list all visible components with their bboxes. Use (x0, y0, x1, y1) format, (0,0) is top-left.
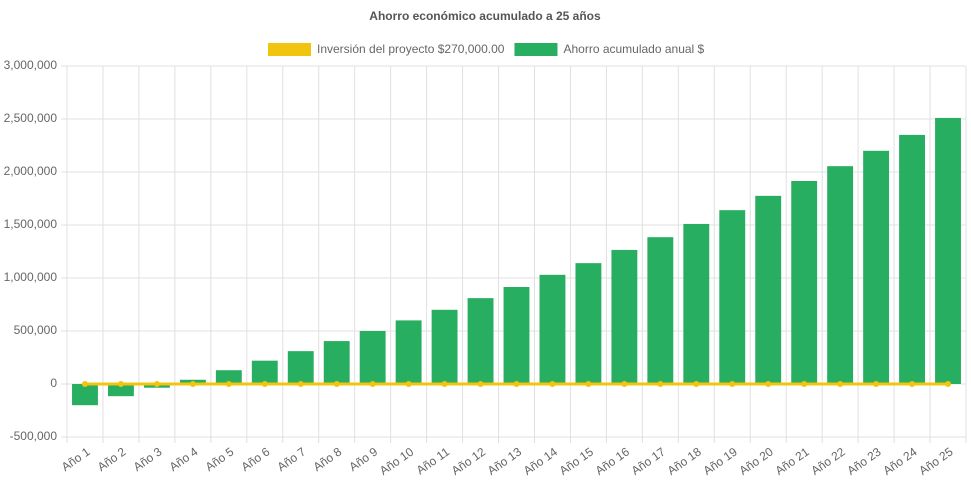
x-tick-label: Año 2 (95, 444, 129, 474)
bar (863, 150, 890, 384)
bar (575, 263, 602, 384)
x-tick-label: Año 23 (844, 444, 883, 477)
bar (287, 351, 314, 384)
line-point (657, 381, 664, 387)
bar (935, 117, 961, 384)
x-tick-label: Año 1 (59, 444, 93, 474)
x-tick-label: Año 17 (629, 444, 668, 477)
bar (107, 384, 134, 397)
x-tick-label: Año 10 (377, 444, 416, 477)
bar (359, 331, 386, 384)
line-point (873, 381, 880, 387)
x-tick-label: Año 16 (593, 444, 632, 477)
y-tick-label: 0 (50, 376, 57, 390)
y-tick-label: 500,000 (14, 323, 58, 337)
x-tick-label: Año 11 (414, 444, 453, 477)
bar (467, 298, 494, 384)
line-point (513, 381, 520, 387)
line-point (909, 381, 916, 387)
chart-title: Ahorro económico acumulado a 25 años (369, 9, 601, 23)
y-tick-label: 1,000,000 (4, 270, 58, 284)
x-tick-label: Año 22 (808, 444, 847, 477)
line-point (261, 381, 268, 387)
bar (72, 384, 98, 406)
y-tick-label: 1,500,000 (4, 217, 58, 231)
bar (899, 134, 926, 384)
line-point (153, 381, 160, 387)
line-point (837, 381, 844, 387)
bar (323, 341, 350, 384)
line-point (621, 381, 628, 387)
x-tick-label: Año 15 (557, 444, 596, 477)
bar (431, 309, 458, 384)
y-tick-label: 3,000,000 (4, 58, 58, 72)
legend-swatch (268, 43, 311, 56)
line-point (297, 381, 304, 387)
bar (827, 166, 854, 384)
line-point (369, 381, 376, 387)
legend-label: Ahorro acumulado anual $ (563, 42, 704, 56)
x-tick-label: Año 6 (239, 444, 273, 474)
bar (395, 320, 422, 384)
line-point (765, 381, 772, 387)
y-tick-label: 2,500,000 (4, 111, 58, 125)
bar (683, 223, 710, 384)
x-tick-label: Año 20 (737, 444, 776, 477)
line-point (693, 381, 700, 387)
bar (719, 210, 746, 384)
line-point (585, 381, 592, 387)
line-point (117, 381, 124, 387)
bar (791, 181, 818, 384)
bar (215, 370, 242, 384)
line-point (549, 381, 556, 387)
x-tick-label: Año 14 (521, 444, 560, 477)
x-tick-label: Año 21 (773, 444, 812, 477)
line-point (189, 381, 196, 387)
line-point (333, 381, 340, 387)
line-point (441, 381, 448, 387)
x-tick-label: Año 13 (485, 444, 524, 477)
x-tick-label: Año 5 (203, 444, 237, 474)
x-tick-label: Año 24 (880, 444, 919, 477)
x-tick-label: Año 9 (346, 444, 380, 474)
x-tick-label: Año 18 (665, 444, 704, 477)
line-point (477, 381, 484, 387)
x-tick-label: Año 7 (275, 444, 309, 474)
legend-label: Inversión del proyecto $270,000.00 (317, 42, 505, 56)
x-tick-label: Año 12 (449, 444, 488, 477)
line-point (405, 381, 412, 387)
line-point (81, 381, 88, 387)
bar (503, 287, 530, 384)
x-tick-label: Año 25 (916, 444, 955, 477)
line-point (945, 381, 952, 387)
line-point (729, 381, 736, 387)
line-point (801, 381, 808, 387)
bar (251, 360, 278, 384)
legend-swatch (514, 43, 558, 56)
bar (539, 274, 566, 384)
x-tick-label: Año 3 (131, 444, 165, 474)
x-tick-label: Año 19 (701, 444, 740, 477)
bar (755, 195, 782, 384)
bar (647, 237, 674, 384)
y-tick-label: 2,000,000 (4, 164, 58, 178)
bar (611, 249, 638, 384)
x-tick-label: Año 4 (167, 444, 201, 474)
x-tick-label: Año 8 (311, 444, 345, 474)
line-point (225, 381, 232, 387)
y-tick-label: -500,000 (10, 429, 58, 443)
